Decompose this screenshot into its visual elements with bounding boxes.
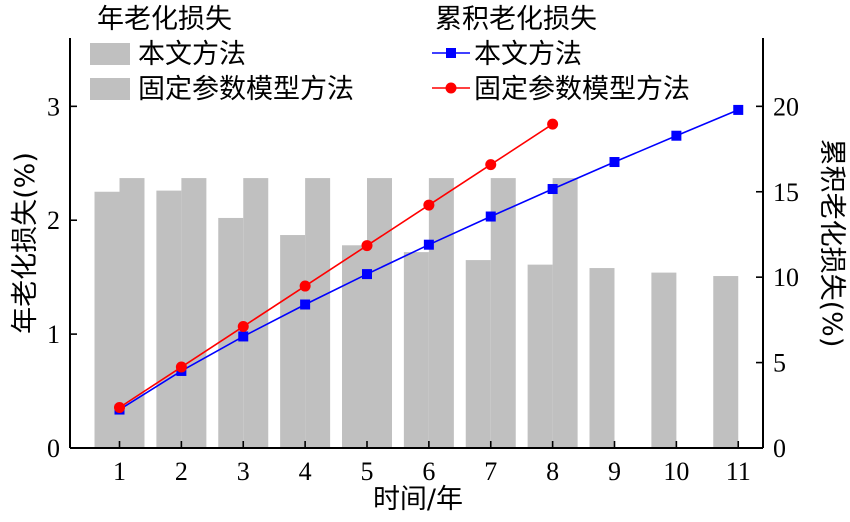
legend-bar-label-2: 固定参数模型方法 (138, 74, 354, 105)
line-series-1-point-4 (300, 299, 311, 310)
y-left-tick-label-1: 1 (47, 320, 60, 349)
bar-series-2-year-4 (305, 178, 331, 449)
right-axis-title: 累积老化损失(%) (816, 139, 847, 348)
legend-bar-swatch-1 (90, 43, 130, 65)
bar-series-1-year-4 (280, 235, 306, 448)
y-left-tick-label-0: 0 (47, 434, 60, 463)
line-series-1-point-9 (609, 157, 620, 168)
bar-series-1-year-11 (713, 276, 739, 448)
ticks: 1 2 3 4 5 6 7 8 9 10 11 0 1 2 3 0 5 10 15 20 (47, 92, 799, 486)
x-tick-label-11: 11 (726, 457, 751, 486)
bar-series-2-year-6 (428, 178, 454, 449)
legend-line-label-1: 本文方法 (474, 39, 582, 70)
bar-series-2-year-1 (119, 178, 145, 449)
line-series-2-point-5 (361, 240, 373, 252)
bar-series-1-year-8 (527, 264, 553, 448)
legend-bar-label-1: 本文方法 (138, 39, 246, 70)
y-right-tick-label-20: 20 (773, 92, 799, 121)
line-series-1-point-3 (238, 331, 249, 342)
y-right-tick-label-15: 15 (773, 178, 799, 207)
x-tick-label-4: 4 (299, 457, 312, 486)
legend-bar-title: 年老化损失 (97, 4, 232, 35)
legend-line-title: 累积老化损失 (435, 4, 597, 35)
legend-line-marker-1 (446, 48, 456, 58)
x-tick-label-6: 6 (422, 457, 435, 486)
legend: 年老化损失 本文方法 固定参数模型方法 累积老化损失 本文方法 固定参数模型方法 (90, 4, 690, 105)
line-series-1-point-8 (547, 184, 558, 195)
x-tick-label-5: 5 (361, 457, 374, 486)
bar-series-2-year-8 (552, 178, 578, 449)
x-tick-label-2: 2 (175, 457, 188, 486)
line-series-2-point-4 (299, 280, 311, 292)
x-axis-title: 时间/年 (373, 484, 463, 515)
x-tick-label-3: 3 (237, 457, 250, 486)
legend-line-marker-2 (445, 82, 457, 94)
y-right-tick-label-0: 0 (773, 434, 786, 463)
bar-series-2-year-7 (490, 178, 516, 449)
line-series-1-point-10 (671, 130, 682, 141)
bars (94, 178, 739, 449)
legend-line-label-2: 固定参数模型方法 (474, 74, 690, 105)
y-right-tick-label-5: 5 (773, 349, 786, 378)
line-series-1-point-7 (485, 211, 496, 222)
x-tick-label-7: 7 (484, 457, 497, 486)
line-series-1-point-6 (423, 239, 434, 250)
line-series-2-point-6 (423, 199, 435, 211)
bar-series-1-year-7 (465, 260, 491, 448)
bar-series-1-year-6 (403, 252, 429, 448)
line-series-1-point-5 (362, 269, 372, 280)
line-series-2-point-8 (547, 118, 559, 130)
bar-series-1-year-10 (651, 272, 677, 448)
left-axis-title: 年老化损失(%) (10, 152, 41, 334)
line-series-2 (119, 123, 554, 409)
y-left-tick-label-2: 2 (47, 206, 60, 235)
x-tick-label-1: 1 (113, 457, 126, 486)
line-series-2-point-1 (114, 402, 125, 414)
bar-series-2-year-5 (367, 178, 392, 449)
x-tick-label-8: 8 (546, 457, 559, 486)
line-series-2-point-7 (485, 159, 497, 171)
legend-bar-swatch-2 (90, 78, 130, 100)
line-series-2-point-2 (175, 361, 187, 373)
x-tick-label-9: 9 (608, 457, 621, 486)
bar-series-1-year-2 (156, 190, 182, 448)
lines (114, 104, 744, 415)
bar-series-1-year-9 (589, 268, 615, 448)
line-series-2-point-3 (237, 321, 249, 333)
bar-series-2-year-2 (181, 178, 207, 449)
x-tick-label-10: 10 (663, 457, 689, 486)
y-right-tick-label-10: 10 (773, 263, 799, 292)
line-series-1-point-11 (733, 104, 744, 115)
y-left-tick-label-3: 3 (47, 92, 60, 121)
